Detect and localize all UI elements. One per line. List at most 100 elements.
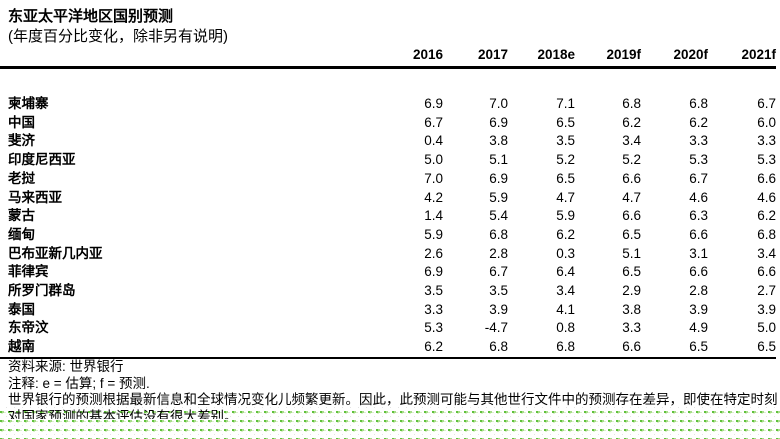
value-cell: 6.9 [489,114,508,130]
value-cell: 2.8 [689,283,708,299]
value-cell: 5.9 [489,189,508,205]
value-cell: 3.4 [556,283,575,299]
value-cell: 6.6 [622,170,641,186]
value-cell: 0.8 [556,320,575,336]
value-cell: 2.9 [622,283,641,299]
value-cell: 3.4 [757,245,776,261]
value-cell: 5.3 [757,152,776,168]
table-row: 斐济 0.4 3.8 3.5 3.4 3.3 3.3 [0,132,776,151]
value-cell: 6.8 [489,226,508,242]
table-row: 缅甸 5.9 6.8 6.2 6.5 6.6 6.8 [0,226,776,245]
value-cell: 3.8 [622,301,641,317]
value-cell: 2.7 [757,283,776,299]
country-name: 所罗门群岛 [8,283,76,299]
country-name: 马来西亚 [8,189,62,205]
value-cell: 4.7 [556,189,575,205]
table-body: 柬埔寨 6.9 7.0 7.1 6.8 6.8 6.7 中国 6.7 6.9 6… [0,68,776,359]
value-cell: 6.8 [622,96,641,111]
value-cell: 0.4 [424,133,443,149]
value-cell: 7.0 [424,170,443,186]
value-cell: 6.8 [689,96,708,111]
table-row: 巴布亚新几内亚 2.6 2.8 0.3 5.1 3.1 3.4 [0,245,776,264]
value-cell: 6.0 [757,114,776,130]
value-cell: 5.0 [757,320,776,336]
table-row: 东帝汶 5.3 -4.7 0.8 3.3 4.9 5.0 [0,319,776,338]
value-cell: 6.6 [757,264,776,280]
value-cell: 3.9 [689,301,708,317]
forecast-table: 2016 2017 2018e 2019f 2020f 2021f 柬埔寨 6.… [0,40,776,359]
country-column-header [0,40,378,69]
value-cell: 5.1 [622,245,641,261]
value-cell: 3.5 [424,283,443,299]
table-header: 2016 2017 2018e 2019f 2020f 2021f [0,40,776,69]
country-name: 巴布亚新几内亚 [8,245,103,261]
country-name: 老挝 [8,170,35,186]
value-cell: 5.9 [556,208,575,224]
value-cell: 6.8 [508,338,575,359]
value-cell: 6.5 [622,226,641,242]
value-cell: 6.7 [489,264,508,280]
table-row: 印度尼西亚 5.0 5.1 5.2 5.2 5.3 5.3 [0,151,776,170]
year-header-row: 2016 2017 2018e 2019f 2020f 2021f [0,40,776,69]
value-cell: 4.6 [689,189,708,205]
value-cell: 5.2 [556,152,575,168]
value-cell: 6.8 [757,226,776,242]
value-cell: 5.3 [689,152,708,168]
country-name: 菲律宾 [8,264,49,280]
value-cell: 6.6 [575,338,641,359]
country-name: 东帝汶 [8,320,49,336]
year-column-header: 2020f [641,40,708,69]
value-cell: 4.9 [689,320,708,336]
year-column-header: 2021f [708,40,776,69]
table-row: 蒙古 1.4 5.4 5.9 6.6 6.3 6.2 [0,207,776,226]
country-name: 泰国 [8,301,35,317]
page-title: 东亚太平洋地区国别预测 [8,8,174,25]
table-row: 老挝 7.0 6.9 6.5 6.6 6.7 6.6 [0,170,776,189]
country-name: 印度尼西亚 [8,152,76,168]
country-name: 蒙古 [8,208,35,224]
year-column-header: 2017 [443,40,508,69]
value-cell: 0.3 [556,245,575,261]
value-cell: 4.6 [757,189,776,205]
country-name: 柬埔寨 [8,96,49,111]
value-cell: 6.8 [443,338,508,359]
value-cell: 3.3 [424,301,443,317]
value-cell: -4.7 [484,320,508,336]
disclaimer-line-2-clipped: 对国家预测的基本评估没有很大差别。 [8,408,238,419]
table-row: 中国 6.7 6.9 6.5 6.2 6.2 6.0 [0,114,776,133]
source-note: 资料来源: 世界银行 [8,359,124,374]
value-cell: 3.1 [689,245,708,261]
value-cell: 6.9 [489,170,508,186]
country-name: 中国 [8,114,35,130]
value-cell: 6.2 [757,208,776,224]
value-cell: 6.6 [622,208,641,224]
value-cell: 6.4 [556,264,575,280]
value-cell: 6.7 [689,170,708,186]
country-name: 越南 [0,338,378,359]
value-cell: 6.6 [689,264,708,280]
value-cell: 5.9 [424,226,443,242]
value-cell: 3.3 [757,133,776,149]
value-cell: 3.8 [489,133,508,149]
value-cell: 6.5 [622,264,641,280]
value-cell: 6.2 [378,338,443,359]
value-cell: 7.0 [489,96,508,111]
value-cell: 6.6 [689,226,708,242]
table-row: 菲律宾 6.9 6.7 6.4 6.5 6.6 6.6 [0,263,776,282]
value-cell: 3.5 [556,133,575,149]
legend-note: 注释: e = 估算; f = 预测. [8,375,150,391]
table-row: 柬埔寨 6.9 7.0 7.1 6.8 6.8 6.7 [0,68,776,114]
value-cell: 6.9 [424,264,443,280]
value-cell: 4.7 [622,189,641,205]
value-cell: 6.5 [641,338,708,359]
value-cell: 5.0 [424,152,443,168]
value-cell: 6.3 [689,208,708,224]
value-cell: 6.5 [556,114,575,130]
table-row: 所罗门群岛 3.5 3.5 3.4 2.9 2.8 2.7 [0,282,776,301]
value-cell: 2.8 [489,245,508,261]
green-dot-pattern [0,406,780,439]
value-cell: 6.6 [757,170,776,186]
value-cell: 6.5 [556,170,575,186]
value-cell: 5.4 [489,208,508,224]
